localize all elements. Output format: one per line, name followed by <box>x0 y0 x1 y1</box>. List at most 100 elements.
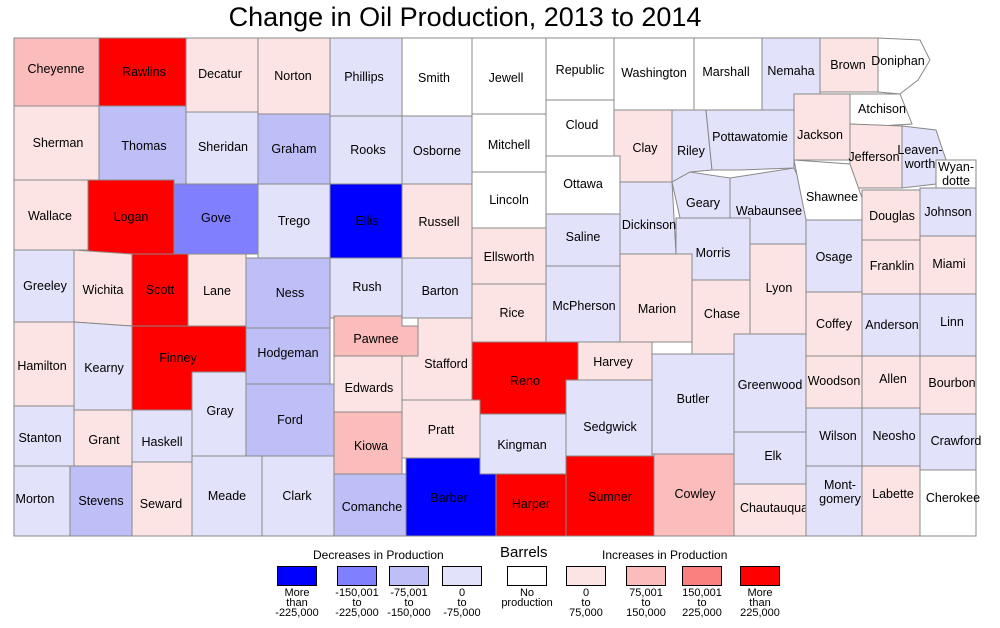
county-label: Haskell <box>142 435 183 449</box>
county-shape <box>565 379 653 457</box>
county-franklin: Franklin <box>861 239 921 295</box>
legend-label: No production <box>501 587 553 609</box>
county-wilson: Wilson <box>805 407 863 467</box>
county-gray: Gray <box>191 371 247 457</box>
county-sumner: Sumner <box>565 455 655 537</box>
county-label: Kingman <box>497 438 546 452</box>
county-washington: Washington <box>613 37 695 111</box>
county-republic: Republic <box>545 37 615 101</box>
county-shape <box>671 171 731 219</box>
county-shape <box>671 109 713 183</box>
county-label: Kiowa <box>354 439 388 453</box>
county-label: Mont-gomery <box>819 478 861 506</box>
county-label: Wyan-dotte <box>938 160 974 188</box>
county-thomas: Thomas <box>98 105 187 185</box>
county-label: Lyon <box>766 281 793 295</box>
county-miami: Miami <box>919 235 977 295</box>
county-label: Ford <box>277 413 303 427</box>
legend-swatch-dec3 <box>337 566 377 586</box>
county-label: Smith <box>418 71 450 85</box>
county-shape <box>877 37 931 95</box>
county-cherokee: Cherokee <box>919 469 980 537</box>
county-label: Osborne <box>413 144 461 158</box>
county-label: Crawford <box>931 434 982 448</box>
legend-label: 0 to -75,000 <box>443 587 481 619</box>
county-label: Morton <box>16 492 55 506</box>
legend-swatch-dec1 <box>442 566 482 586</box>
county-sedgwick: Sedgwick <box>565 379 653 457</box>
county-geary: Geary <box>671 171 731 219</box>
county-trego: Trego <box>257 183 331 259</box>
county-haskell: Haskell <box>131 409 193 463</box>
county-label: Meade <box>208 489 246 503</box>
county-label: Nemaha <box>767 64 814 78</box>
county-morton: Morton <box>13 465 71 537</box>
county-label: Stevens <box>78 494 123 508</box>
county-label: Bourbon <box>928 376 975 390</box>
county-label: Barton <box>422 284 459 298</box>
county-label: Seward <box>140 497 182 511</box>
county-ellis: Ellis <box>329 183 403 259</box>
county-atchison: Atchison <box>849 93 913 127</box>
county-woodson: Woodson <box>805 355 863 409</box>
county-label: Geary <box>686 196 721 210</box>
county-label: Pratt <box>428 423 455 437</box>
county-label: Rush <box>352 280 381 294</box>
county-label: Shawnee <box>806 190 858 204</box>
county-logan: Logan <box>87 179 175 255</box>
county-meade: Meade <box>191 455 263 537</box>
legend-label: More than -225,000 <box>275 587 319 619</box>
county-label: Chautauqua <box>740 501 808 515</box>
county-hamilton: Hamilton <box>13 321 75 407</box>
legend-label: -150,001 to -225,000 <box>335 587 379 619</box>
county-kiowa: Kiowa <box>333 411 403 475</box>
county-label: Butler <box>677 392 710 406</box>
county-shape <box>919 469 977 537</box>
county-label: Grant <box>88 433 120 447</box>
county-russell: Russell <box>401 183 473 259</box>
county-label: Sumner <box>588 490 632 504</box>
county-label: McPherson <box>552 299 615 313</box>
county-label: Leaven-worth <box>897 143 942 171</box>
county-label: Linn <box>940 315 964 329</box>
county-ellsworth: Ellsworth <box>471 227 547 285</box>
county-hodgeman: Hodgeman <box>245 327 331 385</box>
county-label: Clark <box>282 489 312 503</box>
county-label: Stanton <box>18 431 61 445</box>
county-label: Phillips <box>344 70 384 84</box>
county-label: Clay <box>632 141 658 155</box>
legend-label: 150,001 to 225,000 <box>682 587 722 619</box>
county-label: Riley <box>677 144 706 158</box>
county-pawnee: Pawnee <box>333 315 419 357</box>
county-anderson: Anderson <box>861 293 921 357</box>
county-rooks: Rooks <box>329 115 403 185</box>
county-label: Sedgwick <box>583 420 637 434</box>
county-rush: Rush <box>329 257 403 319</box>
county-lane: Lane <box>187 253 247 327</box>
county-label: Doniphan <box>871 54 925 68</box>
legend-label: -75,001 to -150,000 <box>387 587 431 619</box>
county-label: Franklin <box>870 259 915 273</box>
county-label: Dickinson <box>622 218 676 232</box>
county-label: Osage <box>816 250 853 264</box>
county-wallace: Wallace <box>13 179 89 251</box>
county-label: Decatur <box>198 67 242 81</box>
county-linn: Linn <box>919 293 977 357</box>
county-smith: Smith <box>401 37 473 117</box>
county-johnson: Johnson <box>919 187 977 237</box>
county-edwards: Edwards <box>333 355 403 413</box>
county-greeley: Greeley <box>13 249 75 323</box>
county-brown: Brown <box>819 37 879 93</box>
county-pratt: Pratt <box>401 399 481 459</box>
county-ottawa: Ottawa <box>545 155 621 215</box>
county-label: Gray <box>206 404 234 418</box>
county-mont-gomery: Mont-gomery <box>805 465 863 537</box>
county-cowley: Cowley <box>653 453 735 537</box>
county-label: Cowley <box>675 487 717 501</box>
county-ness: Ness <box>245 257 331 329</box>
legend-swatch-dec4 <box>277 566 317 586</box>
county-label: Barber <box>430 491 468 505</box>
county-label: Johnson <box>924 205 971 219</box>
county-label: Sheridan <box>198 140 248 154</box>
